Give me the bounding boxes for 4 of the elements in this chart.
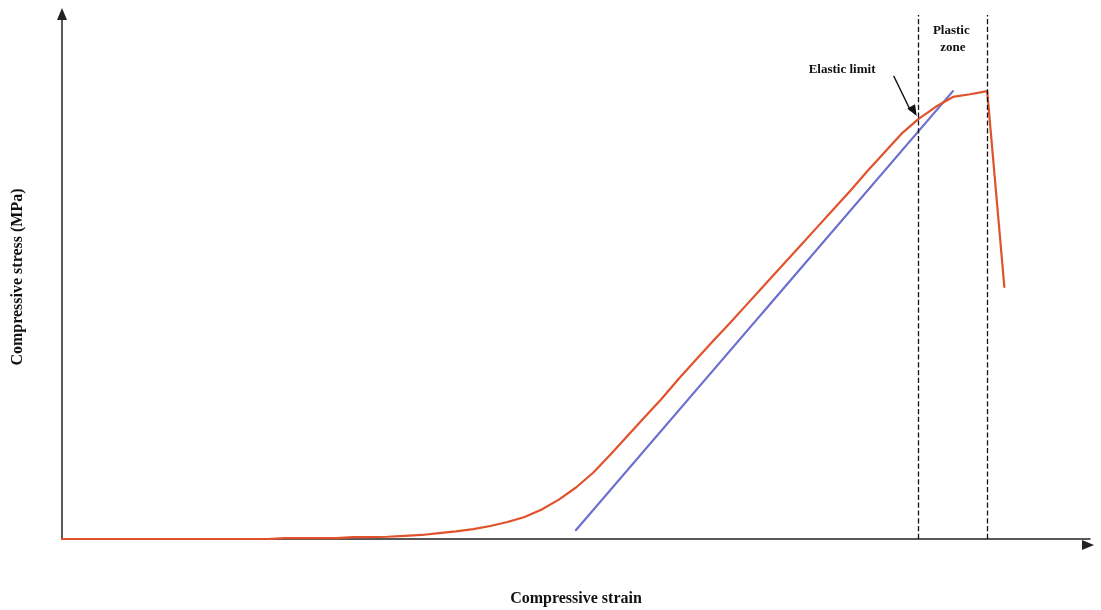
text: Plastic zone bbox=[932, 22, 973, 54]
x-axis-title: Compressive strain bbox=[510, 588, 642, 607]
y-axis-title: Compressive stress (MPa) bbox=[7, 188, 26, 366]
text: Elastic limit bbox=[808, 60, 877, 76]
